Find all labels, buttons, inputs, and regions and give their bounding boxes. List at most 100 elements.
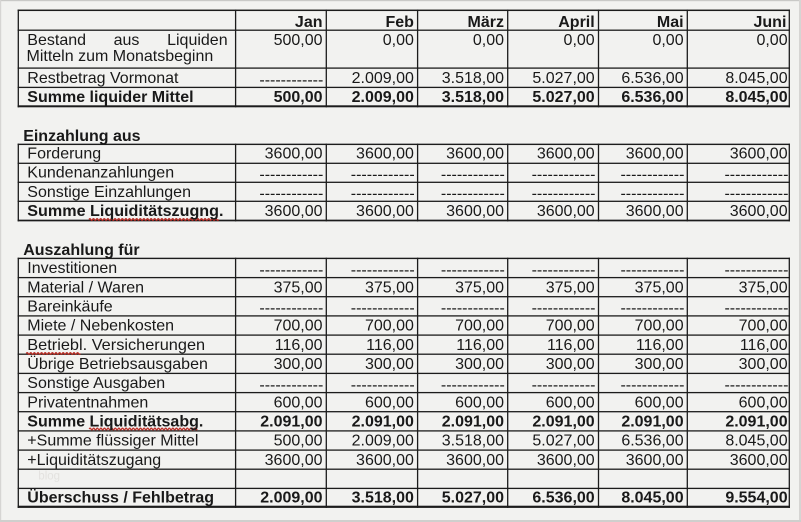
svg-text:116,00: 116,00 <box>366 337 414 354</box>
svg-text:3600,00: 3600,00 <box>730 203 788 220</box>
svg-text:2.009,00: 2.009,00 <box>352 70 414 87</box>
svg-text:Liquiden: Liquiden <box>167 32 228 49</box>
svg-text:3600,00: 3600,00 <box>356 146 414 163</box>
svg-text:600,00: 600,00 <box>635 394 684 411</box>
svg-text:600,00: 600,00 <box>739 394 788 411</box>
svg-text:300,00: 300,00 <box>455 356 504 373</box>
svg-text:------------: ------------ <box>351 262 415 279</box>
svg-text:300,00: 300,00 <box>546 356 595 373</box>
svg-text:blog: blog <box>38 470 60 482</box>
svg-text:Forderung: Forderung <box>27 146 101 163</box>
svg-text:2.091,00: 2.091,00 <box>532 414 594 431</box>
svg-text:3600,00: 3600,00 <box>537 203 595 220</box>
svg-text:Bareinkäufe: Bareinkäufe <box>27 298 112 315</box>
svg-text:------------: ------------ <box>532 186 596 203</box>
svg-text:3.518,00: 3.518,00 <box>442 89 504 106</box>
svg-text:------------: ------------ <box>620 300 684 317</box>
svg-text:Kundenanzahlungen: Kundenanzahlungen <box>27 165 174 182</box>
svg-text:------------: ------------ <box>441 166 505 183</box>
svg-text:Sonstige Einzahlungen: Sonstige Einzahlungen <box>27 184 191 201</box>
svg-text:2.091,00: 2.091,00 <box>260 414 322 431</box>
svg-text:3600,00: 3600,00 <box>730 146 788 163</box>
svg-text:3600,00: 3600,00 <box>446 203 504 220</box>
svg-text:3600,00: 3600,00 <box>730 452 788 469</box>
svg-text:------------: ------------ <box>441 300 505 317</box>
svg-text:700,00: 700,00 <box>274 318 323 335</box>
svg-text:Betriebl. Versicherungen: Betriebl. Versicherungen <box>27 337 205 354</box>
svg-text:------------: ------------ <box>724 166 788 183</box>
svg-text:375,00: 375,00 <box>274 279 323 296</box>
svg-text:3600,00: 3600,00 <box>537 146 595 163</box>
svg-text:------------: ------------ <box>259 72 323 89</box>
svg-text:6.536,00: 6.536,00 <box>621 433 683 450</box>
svg-text:375,00: 375,00 <box>546 279 595 296</box>
svg-text:------------: ------------ <box>724 186 788 203</box>
svg-text:300,00: 300,00 <box>739 356 788 373</box>
svg-text:Mai: Mai <box>657 14 684 31</box>
svg-text:8.045,00: 8.045,00 <box>725 433 787 450</box>
svg-text:------------: ------------ <box>620 377 684 394</box>
svg-text:3.518,00: 3.518,00 <box>442 70 504 87</box>
svg-text:------------: ------------ <box>620 186 684 203</box>
svg-text:Juni: Juni <box>754 14 787 31</box>
svg-text:3600,00: 3600,00 <box>265 146 323 163</box>
svg-text:+Liquiditätszugang: +Liquiditätszugang <box>27 452 161 469</box>
svg-text:2.009,00: 2.009,00 <box>260 490 322 507</box>
svg-text:700,00: 700,00 <box>365 318 414 335</box>
svg-text:0,00: 0,00 <box>564 32 595 49</box>
svg-text:------------: ------------ <box>441 377 505 394</box>
svg-text:------------: ------------ <box>441 186 505 203</box>
svg-text:+Summe flüssiger Mittel: +Summe flüssiger Mittel <box>27 433 198 450</box>
svg-text:------------: ------------ <box>620 262 684 279</box>
svg-text:8.045,00: 8.045,00 <box>725 89 787 106</box>
svg-text:600,00: 600,00 <box>274 394 323 411</box>
svg-text:8.045,00: 8.045,00 <box>725 70 787 87</box>
svg-text:April: April <box>558 14 594 31</box>
svg-text:2.009,00: 2.009,00 <box>352 433 414 450</box>
svg-text:3600,00: 3600,00 <box>265 452 323 469</box>
svg-text:500,00: 500,00 <box>274 89 323 106</box>
svg-text:9.554,00: 9.554,00 <box>725 490 787 507</box>
svg-text:375,00: 375,00 <box>365 279 414 296</box>
svg-text:0,00: 0,00 <box>383 32 414 49</box>
svg-text:------------: ------------ <box>724 300 788 317</box>
svg-text:------------: ------------ <box>351 377 415 394</box>
svg-text:Miete / Nebenkosten: Miete / Nebenkosten <box>27 318 174 335</box>
svg-text:Überschuss / Fehlbetrag: Überschuss / Fehlbetrag <box>27 488 214 507</box>
svg-text:2.091,00: 2.091,00 <box>352 414 414 431</box>
svg-text:3.518,00: 3.518,00 <box>442 433 504 450</box>
svg-text:300,00: 300,00 <box>365 356 414 373</box>
svg-text:116,00: 116,00 <box>636 337 684 354</box>
svg-text:0,00: 0,00 <box>473 32 504 49</box>
svg-text:------------: ------------ <box>351 186 415 203</box>
svg-text:Übrige Betriebsausgaben: Übrige Betriebsausgaben <box>27 355 208 373</box>
svg-text:700,00: 700,00 <box>546 318 595 335</box>
svg-text:3600,00: 3600,00 <box>537 452 595 469</box>
svg-text:------------: ------------ <box>724 262 788 279</box>
svg-text:3600,00: 3600,00 <box>626 452 684 469</box>
svg-text:------------: ------------ <box>259 186 323 203</box>
svg-text:5.027,00: 5.027,00 <box>532 89 594 106</box>
svg-text:Summe Liquiditätsabg.: Summe Liquiditätsabg. <box>27 414 203 431</box>
svg-text:------------: ------------ <box>259 377 323 394</box>
svg-text:------------: ------------ <box>351 166 415 183</box>
svg-text:700,00: 700,00 <box>739 318 788 335</box>
svg-text:Privatentnahmen: Privatentnahmen <box>27 394 148 411</box>
svg-text:Summe Liquiditätszugng.: Summe Liquiditätszugng. <box>27 203 223 220</box>
svg-text:5.027,00: 5.027,00 <box>532 70 594 87</box>
svg-text:2.091,00: 2.091,00 <box>442 414 504 431</box>
svg-text:------------: ------------ <box>532 377 596 394</box>
svg-text:------------: ------------ <box>259 300 323 317</box>
svg-text:Auszahlung für: Auszahlung für <box>23 242 139 259</box>
svg-text:Restbetrag Vormonat: Restbetrag Vormonat <box>27 70 179 87</box>
svg-text:5.027,00: 5.027,00 <box>532 433 594 450</box>
svg-text:------------: ------------ <box>441 262 505 279</box>
svg-text:116,00: 116,00 <box>547 337 595 354</box>
svg-text:700,00: 700,00 <box>635 318 684 335</box>
svg-text:0,00: 0,00 <box>652 32 683 49</box>
svg-text:5.027,00: 5.027,00 <box>442 490 504 507</box>
svg-text:3600,00: 3600,00 <box>356 203 414 220</box>
svg-text:0,00: 0,00 <box>756 32 787 49</box>
svg-text:375,00: 375,00 <box>739 279 788 296</box>
svg-text:2.091,00: 2.091,00 <box>725 414 787 431</box>
